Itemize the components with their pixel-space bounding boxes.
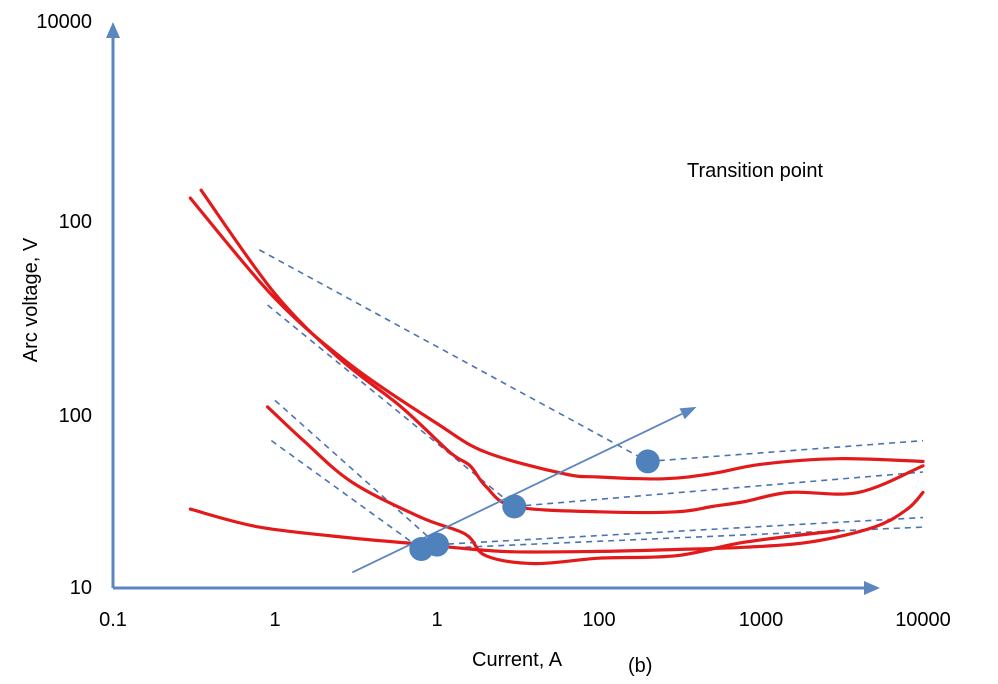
y-axis-arrow — [106, 22, 120, 38]
series-line — [266, 405, 840, 566]
transition-point-marker — [635, 449, 660, 474]
series-line — [188, 490, 925, 554]
x-tick-label: 10000 — [895, 609, 951, 631]
x-tick-label: 100 — [582, 609, 615, 631]
x-tick-label: 1 — [269, 609, 280, 631]
x-tick-label: 1000 — [739, 609, 784, 631]
transition-point-label: Transition point — [687, 160, 823, 182]
transition-arrow-group — [351, 406, 697, 574]
series-line — [199, 188, 925, 515]
dashed-guide-line — [421, 526, 924, 550]
chart-curves — [188, 188, 925, 566]
panel-label: (b) — [628, 655, 652, 677]
chart-text: Transition point Current, A (b) Arc volt… — [20, 11, 951, 677]
transition-arrow-shaft — [351, 413, 683, 574]
dashed-guide-line — [514, 471, 924, 508]
y-tick-label: 100 — [59, 405, 92, 427]
y-tick-label: 100 — [59, 211, 92, 233]
x-axis-arrow — [864, 581, 880, 595]
dashed-guide-line — [258, 249, 649, 463]
y-tick-label: 10000 — [36, 11, 92, 33]
axes — [106, 22, 880, 595]
transition-arrow-head — [679, 406, 697, 420]
x-tick-label: 0.1 — [99, 609, 127, 631]
transition-markers — [409, 449, 660, 562]
dashed-guide-lines — [258, 249, 924, 550]
y-tick-label: 10 — [70, 577, 92, 599]
dashed-guide-line — [270, 439, 422, 550]
dashed-guide-line — [274, 399, 438, 546]
x-tick-label: 1 — [431, 609, 442, 631]
y-axis-label: Arc voltage, V — [20, 237, 42, 362]
dashed-guide-line — [267, 304, 515, 508]
x-axis-label: Current, A — [472, 649, 563, 671]
dashed-guide-line — [436, 516, 924, 546]
dashed-guide-line — [647, 439, 924, 463]
transition-point-marker — [425, 532, 449, 557]
transition-point-marker — [502, 494, 527, 519]
